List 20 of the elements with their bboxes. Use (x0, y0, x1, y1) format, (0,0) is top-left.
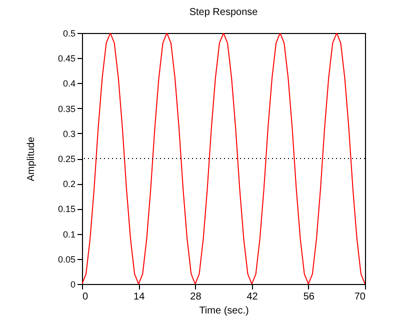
y-tick-label: 0.35 (58, 104, 76, 114)
x-tick-label: 0 (82, 292, 88, 302)
y-tick-label: 0.4 (62, 78, 76, 89)
x-axis-title: Time (sec.) (199, 306, 249, 316)
x-tick-label: 70 (354, 292, 366, 302)
y-tick-label: 0.05 (58, 254, 76, 264)
y-tick-label: 0.25 (58, 154, 76, 164)
y-axis-title: Amplitude (26, 136, 37, 182)
y-tick-label: 0.45 (58, 54, 76, 64)
y-tick-label: 0.15 (58, 204, 76, 214)
y-tick-label: 0.5 (62, 28, 76, 38)
chart-title: Step Response (189, 7, 258, 18)
x-tick-label: 42 (246, 292, 258, 302)
y-tick-label: 0.1 (62, 229, 76, 240)
x-tick-label: 14 (134, 292, 146, 302)
y-tick-label: 0.3 (62, 128, 76, 139)
x-tick-label: 28 (190, 292, 202, 302)
y-tick-label: 0 (70, 280, 76, 290)
x-tick-label: 56 (303, 292, 315, 302)
y-tick-label: 0.2 (62, 179, 76, 190)
